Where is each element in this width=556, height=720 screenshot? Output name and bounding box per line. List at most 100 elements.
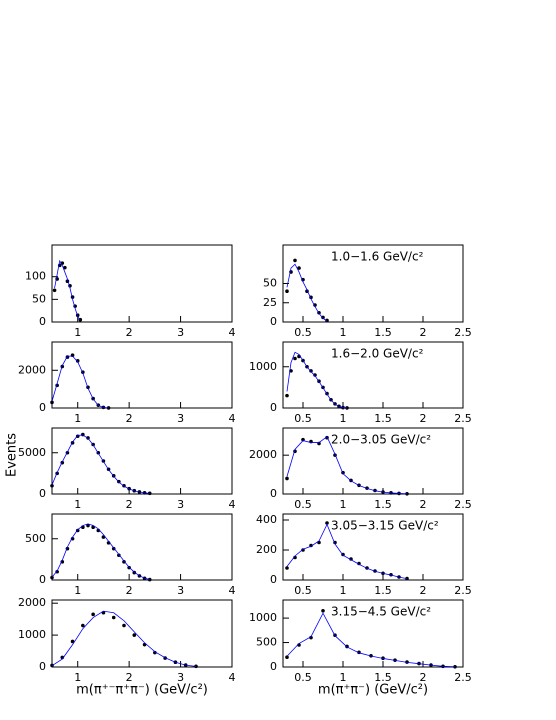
- y-tick-label: 0: [270, 573, 277, 586]
- annotation: 1.6−2.0 GeV/c²: [331, 347, 424, 361]
- y-tick-label: 0: [39, 660, 46, 673]
- x-tick-label: 0.5: [294, 412, 312, 425]
- data-point: [50, 400, 54, 405]
- y-tick-label: 2000: [18, 596, 46, 609]
- x-tick-label: 1.5: [374, 326, 392, 339]
- y-tick-label: 500: [25, 532, 46, 545]
- data-point: [321, 315, 325, 320]
- y-tick-label: 5000: [18, 446, 46, 459]
- data-point: [325, 318, 329, 323]
- panel-frame: [282, 427, 464, 495]
- panel-frame: [282, 341, 464, 409]
- data-point: [293, 258, 297, 263]
- x-tick-label: 2.5: [454, 671, 472, 684]
- x-tick-label: 3: [177, 584, 184, 597]
- data-point: [86, 523, 90, 528]
- data-point: [52, 288, 57, 293]
- y-tick-label: 0: [39, 315, 46, 328]
- x-tick-label: 1: [74, 326, 81, 339]
- mc-line: [286, 351, 348, 409]
- x-tick-label: 2: [126, 671, 133, 684]
- y-tick-label: 100: [25, 270, 46, 283]
- x-tick-label: 2.5: [454, 584, 472, 597]
- x-tick-label: 2: [126, 412, 133, 425]
- y-tick-label: 50: [263, 277, 277, 290]
- y-tick-label: 0: [39, 573, 46, 586]
- y-tick-label: 500: [256, 636, 277, 649]
- y-tick-label: 25: [263, 296, 277, 309]
- y-tick-label: 1000: [249, 360, 277, 373]
- x-tick-label: 1: [74, 671, 81, 684]
- annotation: 1.0−1.6 GeV/c²: [331, 250, 424, 264]
- data-point: [91, 612, 95, 617]
- data-point: [122, 560, 126, 564]
- y-tick-label: 0: [270, 401, 277, 414]
- data-point: [70, 639, 75, 644]
- mc-line: [286, 436, 408, 495]
- annotation: 3.15−4.5 GeV/c²: [331, 605, 431, 619]
- x-tick-label: 1: [74, 412, 81, 425]
- panel-frame: [51, 599, 233, 668]
- data-point: [285, 289, 289, 294]
- data-point: [285, 655, 289, 660]
- x-tick-label: 2: [126, 584, 133, 597]
- x-tick-label: 1: [340, 326, 347, 339]
- x-tick-label: 2.5: [454, 498, 472, 511]
- x-tick-label: 1.5: [374, 412, 392, 425]
- mc-line: [51, 355, 109, 409]
- x-tick-label: 4: [229, 326, 236, 339]
- x-tick-label: 1: [74, 498, 81, 511]
- x-tick-label: 3: [177, 498, 184, 511]
- data-point: [81, 623, 85, 628]
- x-tick-label: 2.5: [454, 412, 472, 425]
- x-tick-label: 0.5: [294, 584, 312, 597]
- data-point: [285, 476, 289, 481]
- x-tick-label: 0.5: [294, 498, 312, 511]
- data-point: [293, 356, 297, 361]
- data-point: [285, 566, 289, 570]
- x-tick-label: 2.5: [454, 326, 472, 339]
- mc-line: [286, 612, 456, 668]
- y-tick-label: 2000: [18, 363, 46, 376]
- x-tick-label: 4: [229, 498, 236, 511]
- y-tick-label: 2000: [249, 448, 277, 461]
- x-tick-label: 4: [229, 671, 236, 684]
- data-point: [63, 265, 67, 270]
- x-tick-label: 2: [420, 498, 427, 511]
- annotation: 3.05−3.15 GeV/c²: [331, 519, 439, 533]
- x-tick-label: 0.5: [294, 326, 312, 339]
- mc-line: [51, 434, 150, 494]
- x-axis-label: m(π⁺⁻π⁺π⁻) (GeV/c²): [76, 683, 208, 698]
- y-tick-label: 0: [39, 487, 46, 500]
- x-tick-label: 2: [420, 671, 427, 684]
- data-point: [147, 577, 152, 582]
- y-tick-label: 0: [39, 401, 46, 414]
- x-tick-label: 2: [420, 584, 427, 597]
- mc-line: [51, 523, 150, 580]
- y-tick-label: 200: [256, 543, 277, 556]
- x-tick-label: 3: [177, 326, 184, 339]
- x-tick-label: 1: [340, 498, 347, 511]
- data-point: [55, 569, 59, 574]
- x-tick-label: 3: [177, 671, 184, 684]
- y-tick-label: 1000: [249, 611, 277, 624]
- data-point: [132, 633, 137, 637]
- data-point: [153, 650, 157, 655]
- x-tick-label: 4: [229, 412, 236, 425]
- data-point: [325, 521, 329, 525]
- data-point: [50, 483, 54, 488]
- x-tick-label: 2: [126, 498, 133, 511]
- data-point: [122, 623, 126, 628]
- x-tick-label: 1.5: [374, 498, 392, 511]
- panel-frame: [282, 599, 464, 668]
- y-tick-label: 0: [270, 660, 277, 673]
- panel-frame: [51, 513, 233, 581]
- mc-line: [54, 259, 81, 321]
- data-point: [297, 266, 301, 270]
- y-tick-label: 400: [256, 513, 277, 526]
- data-point: [405, 492, 409, 496]
- x-tick-label: 1: [74, 584, 81, 597]
- mc-line: [286, 263, 328, 322]
- y-tick-label: 0: [270, 487, 277, 500]
- y-tick-label: 50: [32, 292, 46, 305]
